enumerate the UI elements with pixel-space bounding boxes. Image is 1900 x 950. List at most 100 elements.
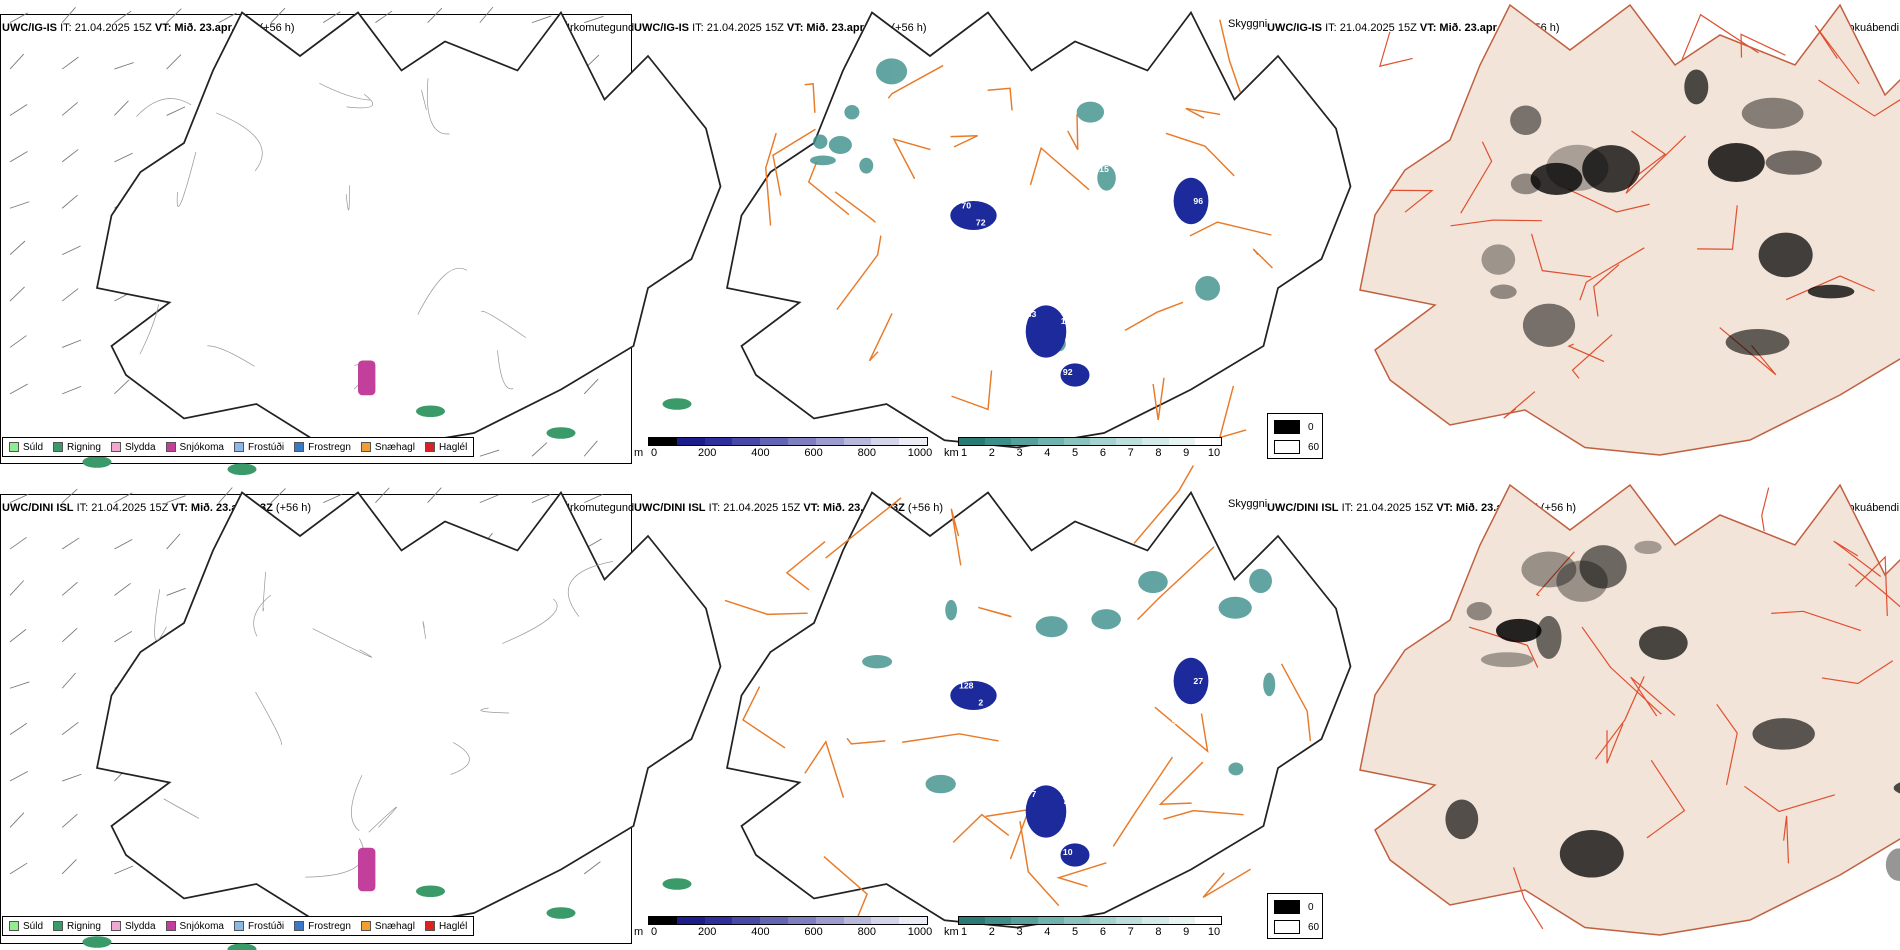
ceiling-scale-1: m 0 200 400 600 800 1000 [634,437,936,461]
scale-unit: km [944,926,959,938]
precip-type-label-1: Úrkomutegund [562,22,635,34]
scale-tick-label: 6 [1099,926,1106,938]
visibility-value-label: 13 [1215,142,1225,152]
scale-bar [958,437,1222,446]
legend-label: Snæhagl [374,441,415,453]
fog-legend-light-label: 60 [1308,921,1320,933]
legend-label: Frostregn [308,441,351,453]
legend-swatch [165,921,176,931]
legend-label: Snjókoma [179,920,224,932]
scale-tick-label: 4 [1044,926,1051,938]
scale-bar [648,916,928,925]
legend-label: Súld [23,441,44,453]
fog-legend-1: 0 60 [1267,413,1323,459]
visibility-scale-1: km 1 2 3 4 5 6 7 8 9 10 [944,437,1230,461]
legend-item-frostudi: Frostúði [233,441,285,453]
scale-tick-label: 5 [1072,926,1079,938]
legend-label: Haglél [438,920,468,932]
legend-label: Snæhagl [374,920,415,932]
scale-tick-label: 600 [804,926,823,938]
scale-tick-label: 1 [960,926,968,938]
legend-label: Frostregn [308,920,351,932]
visibility-value-label: 70 [961,200,971,210]
scale-tick-label: 600 [804,447,823,459]
scale-tick-label: 10 [1207,447,1221,459]
roads [724,465,1312,920]
fog-areas [1445,540,1900,881]
visibility-value-label: 94 [1172,717,1182,727]
visibility-value-label: 78 [1063,796,1073,806]
scale-tick-label: 800 [857,926,876,938]
visibility-value-label: 96 [1193,196,1203,206]
scale-tick-label: 4 [1044,447,1051,459]
legend-item-slydda: Slydda [110,441,156,453]
scale-tick-label: 9 [1183,447,1190,459]
legend-swatch [360,921,371,931]
map-vis-2: 128 2 115 27 96 77 78 89 10 158 98 105 94 [724,465,1352,929]
legend-swatch [110,921,121,931]
legend-swatch [53,442,64,452]
legend-swatch [9,921,19,931]
visibility-value-label: 96 [1215,622,1225,632]
iceland-outline [726,491,1352,929]
panel-title-fog-1: UWC/IG-IS IT: 21.04.2025 15Z VT: Mið. 23… [1267,22,1560,34]
visibility-value-label: 27 [1193,676,1203,686]
scale-bar [958,916,1222,925]
legend-item-snaehagl: Snæhagl [360,441,415,453]
legend-label: Rigning [67,920,101,932]
fog-areas [1481,69,1855,356]
legend-swatch [233,442,244,452]
scale-tick-label: 6 [1099,447,1106,459]
visibility-value-label: 89 [1070,825,1080,835]
legend-swatch [424,921,435,931]
map-fog-2 [1359,484,1900,936]
precip-type-label-2: Úrkomutegund [562,502,635,514]
legend-swatch [294,442,305,452]
scale-tick-label: 8 [1155,447,1162,459]
legend-swatch [294,921,305,931]
scale-tick-label: 2 [988,447,995,459]
scale-tick-label: 5 [1072,447,1079,459]
visibility-value-label: 158 [1097,644,1112,654]
visibility-value-label: 98 [1005,760,1015,770]
scale-tick-label: 0 [650,926,658,938]
legend-label: Frostúði [247,441,285,453]
precip-legend-2: Súld Rigning Slydda Snjókoma Frostúði Frostre… [2,916,475,936]
visibility-scale-2: km 1 2 3 4 5 6 7 8 9 10 [944,916,1230,940]
visibility-value-label: 77 [1027,789,1037,799]
cloud-areas [862,568,1276,794]
legend-item-snjokoma: Snjókoma [165,442,224,453]
visibility-label-2: Skyggni [1228,498,1268,510]
legend-swatch [53,921,64,931]
legend-swatch [360,442,371,452]
legend-label: Slydda [124,441,156,453]
legend-swatch [233,921,244,931]
map-precip-1 [9,6,722,476]
legend-item-frostregn: Frostregn [294,921,351,932]
scale-tick-label: 800 [857,447,876,459]
scale-tick-label: 8 [1155,926,1162,938]
roads [1468,487,1900,930]
visibility-value-label: 128 [959,680,974,690]
iceland-outline [96,491,722,929]
scale-unit: m [634,926,644,938]
visibility-value-label: 83 [1027,309,1037,319]
ceiling-scale-2: m 0 200 400 600 800 1000 [634,916,936,940]
map-fog-1 [1359,4,1900,456]
scale-tick-label: 9 [1183,926,1190,938]
scale-tick-label: 1 [960,447,968,459]
fog-legend-dark-label: 0 [1308,421,1314,433]
scale-tick-label: 200 [698,447,717,459]
legend-label: Súld [23,920,44,932]
scale-tick-label: 1000 [907,447,933,459]
iceland-outline [1359,4,1900,456]
fog-label-2: Þokuábendi [1841,502,1900,514]
map-vis-1: 70 72 11 96 13 83 117 10 92 15 [726,11,1352,449]
visibility-value-label: 105 [1126,746,1141,756]
rivers [154,561,613,878]
iceland-outline [96,11,722,449]
visibility-value-label: 117 [1061,316,1075,326]
visibility-value-label: 92 [1063,367,1073,377]
rain-areas [82,878,692,950]
scale-tick-label: 3 [1016,447,1023,459]
